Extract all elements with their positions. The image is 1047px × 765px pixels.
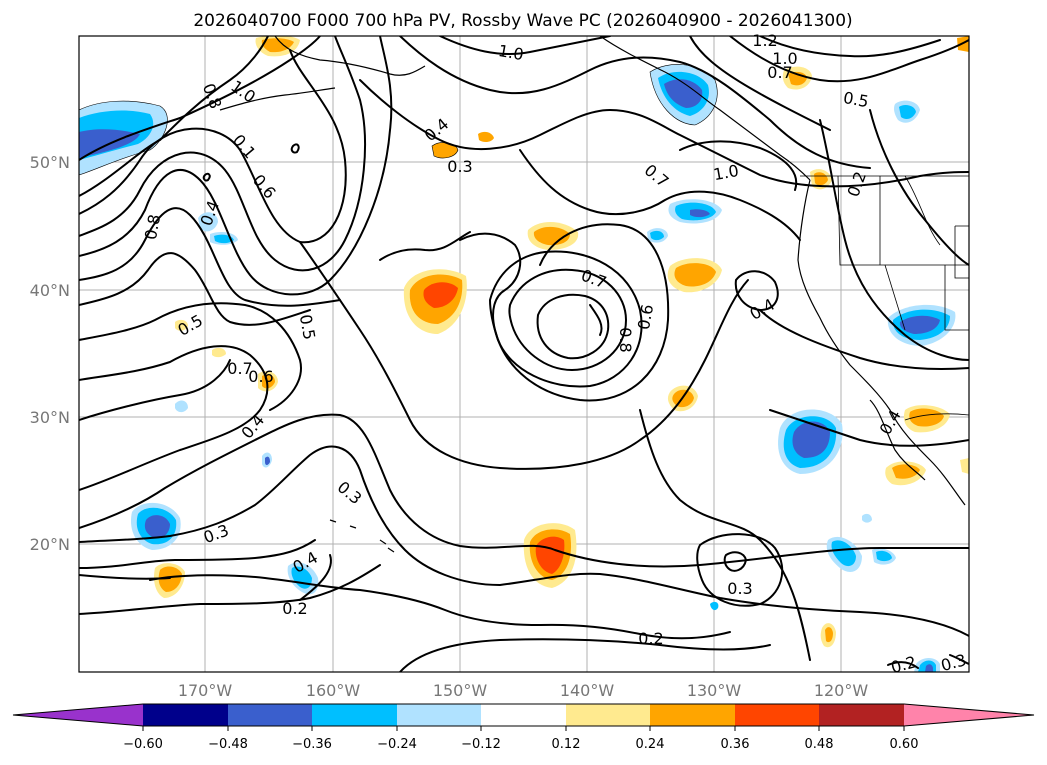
colorbar-segment [650,704,735,726]
colorbar-extend-high [904,704,1034,726]
contour-label: 1.0 [497,41,525,64]
lat-tick-label: 40°N [30,281,70,300]
lat-tick-label: 50°N [30,153,70,172]
lat-tick-label: 20°N [30,535,70,554]
contour-label: 1.0 [772,49,797,68]
colorbar-segment [312,704,397,726]
contour-label: 1.0 [712,161,740,184]
colorbar-segment [143,704,228,726]
lon-tick-label: 160°W [306,681,361,700]
colorbar-tick-label: 0.36 [721,737,750,752]
contour-label: 0.2 [638,629,663,648]
lon-tick-label: 170°W [178,681,233,700]
colorbar: −0.60 −0.48 −0.36 −0.24 −0.12 0.12 0.24 … [12,703,1035,752]
contour-label: 0.2 [282,599,307,618]
contour-label: 0.8 [141,213,164,241]
colorbar-segment [397,704,481,726]
map-panel: 1.0 0.8 0.1 0.6 0.4 0.8 0.4 0.5 0.7 0.6 … [78,31,970,677]
lat-tick-label: 30°N [30,408,70,427]
contour-label: 0.5 [842,88,870,111]
colorbar-extend-low [13,704,143,726]
contour-label: 0.6 [248,367,273,386]
contour-label: 0.8 [616,327,635,352]
colorbar-tick-label: 0.24 [636,737,665,752]
colorbar-tick-label: −0.48 [208,737,248,752]
colorbar-tick-label: −0.24 [377,737,417,752]
colorbar-segment [481,704,566,726]
colorbar-segment [566,704,650,726]
coastlines [219,36,969,553]
contour-label: 0.7 [227,359,252,378]
colorbar-tick-label: −0.36 [292,737,332,752]
colorbar-segment [819,704,904,726]
lon-tick-labels: 170°W 160°W 150°W 140°W 130°W 120°W [178,681,869,700]
colorbar-tick-label: 0.12 [552,737,581,752]
pv-contours [79,36,969,672]
lon-tick-label: 140°W [560,681,615,700]
contour-label: 0.6 [634,303,657,331]
colorbar-tick-label: 0.60 [890,737,919,752]
colorbar-tick-label: −0.12 [461,737,501,752]
contour-label: 0.3 [727,579,752,598]
lon-tick-label: 130°W [687,681,742,700]
contour-label: 1.2 [752,31,777,50]
colorbar-segment [228,704,312,726]
colorbar-tick-label: −0.60 [123,737,163,752]
colorbar-tick-label: 0.48 [805,737,834,752]
contour-label: 0.3 [447,157,472,176]
contour-label: 0.5 [296,313,319,341]
map-frame [78,35,970,673]
map-title: 2026040700 F000 700 hPa PV, Rossby Wave … [193,11,852,31]
lon-tick-label: 150°W [433,681,488,700]
lat-tick-labels: 50°N 40°N 30°N 20°N [30,153,70,554]
colorbar-segment [735,704,819,726]
lon-tick-label: 120°W [814,681,869,700]
contour-label: 0.7 [767,63,792,82]
